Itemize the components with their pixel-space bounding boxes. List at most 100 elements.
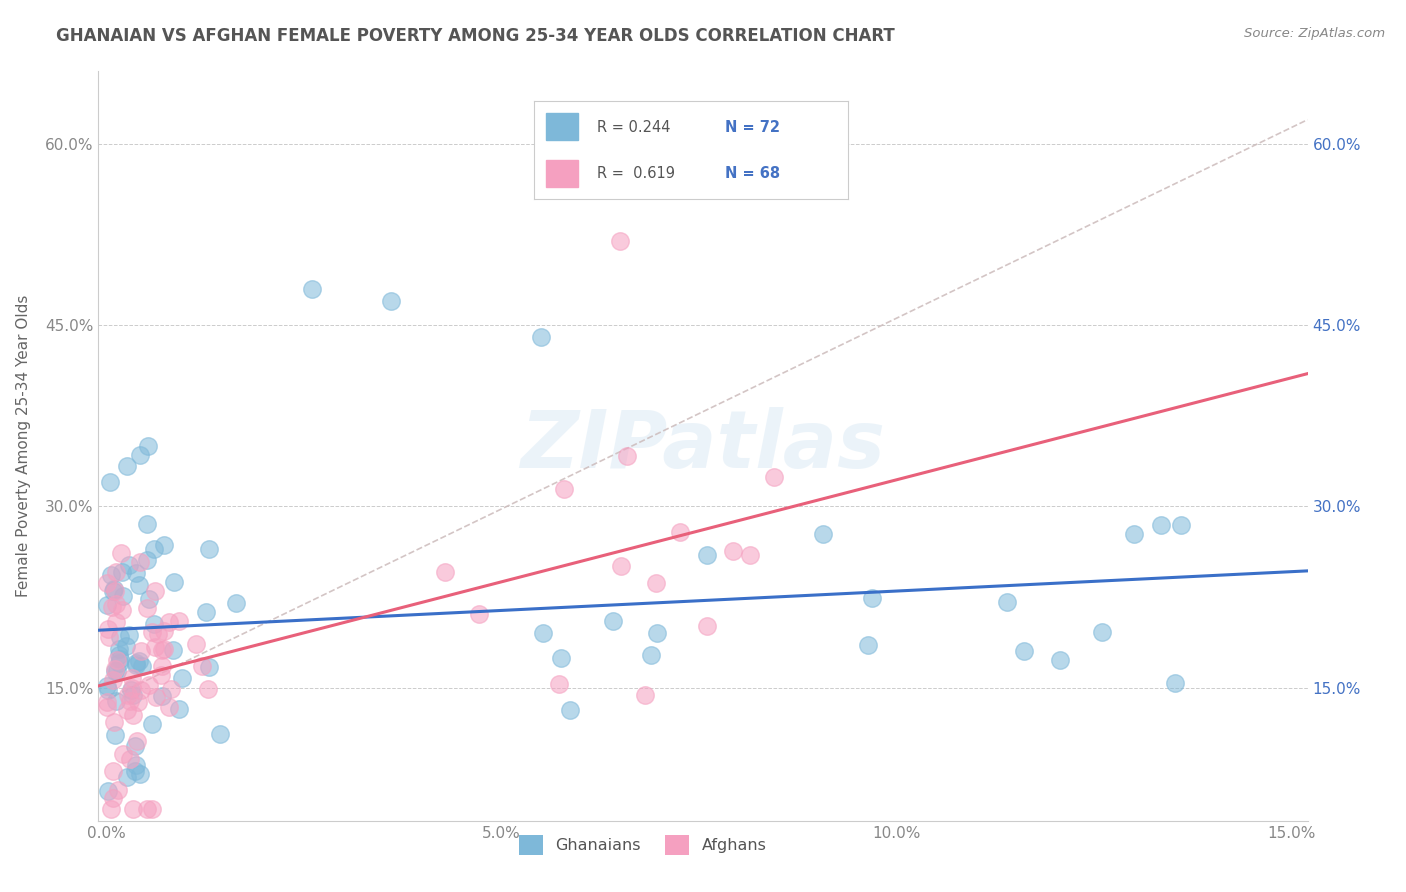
Point — [121, 671, 143, 685]
Point — [530, 330, 553, 344]
Point — [167, 702, 190, 716]
Point — [150, 658, 173, 673]
Point — [136, 553, 159, 567]
Point — [101, 791, 124, 805]
Point — [128, 654, 150, 668]
Point — [129, 767, 152, 781]
Point — [1170, 517, 1192, 532]
Point — [143, 583, 166, 598]
Point — [121, 707, 143, 722]
Point — [122, 801, 145, 815]
Point — [721, 543, 744, 558]
Point — [104, 665, 127, 679]
Point — [150, 643, 173, 657]
Point — [138, 591, 160, 606]
Point — [696, 619, 718, 633]
Point — [157, 615, 180, 629]
Point — [104, 615, 127, 629]
Point — [101, 584, 124, 599]
Point — [115, 770, 138, 784]
Point — [131, 658, 153, 673]
Point — [811, 527, 834, 541]
Point — [136, 516, 159, 531]
Point — [159, 681, 181, 696]
Point — [468, 607, 491, 621]
Point — [380, 293, 402, 308]
Point — [96, 576, 118, 591]
Point — [115, 458, 138, 473]
Text: Source: ZipAtlas.com: Source: ZipAtlas.com — [1244, 27, 1385, 40]
Point — [98, 630, 121, 644]
Point — [127, 695, 149, 709]
Point — [118, 628, 141, 642]
Text: ZIPatlas: ZIPatlas — [520, 407, 886, 485]
Point — [117, 703, 139, 717]
Point — [696, 548, 718, 562]
Point — [110, 652, 132, 666]
Point — [145, 690, 167, 704]
Point — [96, 695, 118, 709]
Point — [124, 757, 146, 772]
Point — [105, 653, 128, 667]
Point — [153, 624, 176, 638]
Point — [125, 657, 148, 671]
Point — [111, 565, 134, 579]
Point — [107, 641, 129, 656]
Point — [128, 578, 150, 592]
Point — [150, 689, 173, 703]
Point — [141, 801, 163, 815]
Point — [198, 659, 221, 673]
Point — [148, 627, 170, 641]
Point — [153, 538, 176, 552]
Point — [104, 694, 127, 708]
Point — [125, 658, 148, 673]
Point — [763, 470, 786, 484]
Point — [610, 559, 633, 574]
Point — [110, 546, 132, 560]
Point — [101, 599, 124, 614]
Point — [172, 672, 194, 686]
Point — [138, 678, 160, 692]
Point — [194, 605, 217, 619]
Point — [1049, 653, 1071, 667]
Point — [560, 703, 582, 717]
Point — [1123, 527, 1146, 541]
Point — [135, 801, 157, 815]
Point — [108, 648, 131, 663]
Point — [190, 659, 212, 673]
Point — [616, 449, 638, 463]
Point — [129, 683, 152, 698]
Point — [110, 603, 132, 617]
Point — [1164, 676, 1187, 690]
Point — [103, 582, 125, 597]
Point — [858, 639, 880, 653]
Point — [124, 764, 146, 778]
Point — [640, 648, 662, 663]
Point — [103, 714, 125, 729]
Y-axis label: Female Poverty Among 25-34 Year Olds: Female Poverty Among 25-34 Year Olds — [17, 295, 31, 597]
Point — [96, 679, 118, 693]
Point — [105, 664, 128, 678]
Point — [120, 693, 142, 707]
Point — [97, 683, 120, 698]
Point — [128, 555, 150, 569]
Point — [111, 590, 134, 604]
Point — [995, 595, 1018, 609]
Point — [120, 683, 142, 698]
Point — [104, 584, 127, 599]
Point — [108, 656, 131, 670]
Point — [225, 597, 247, 611]
Point — [121, 681, 143, 696]
Point — [104, 597, 127, 611]
Point — [645, 625, 668, 640]
Point — [609, 234, 631, 248]
Point — [157, 699, 180, 714]
Point — [548, 677, 571, 691]
Point — [97, 623, 120, 637]
Point — [105, 566, 128, 580]
Point — [208, 727, 231, 741]
Point — [108, 631, 131, 645]
Point — [553, 482, 575, 496]
Point — [118, 558, 141, 572]
Point — [103, 673, 125, 687]
